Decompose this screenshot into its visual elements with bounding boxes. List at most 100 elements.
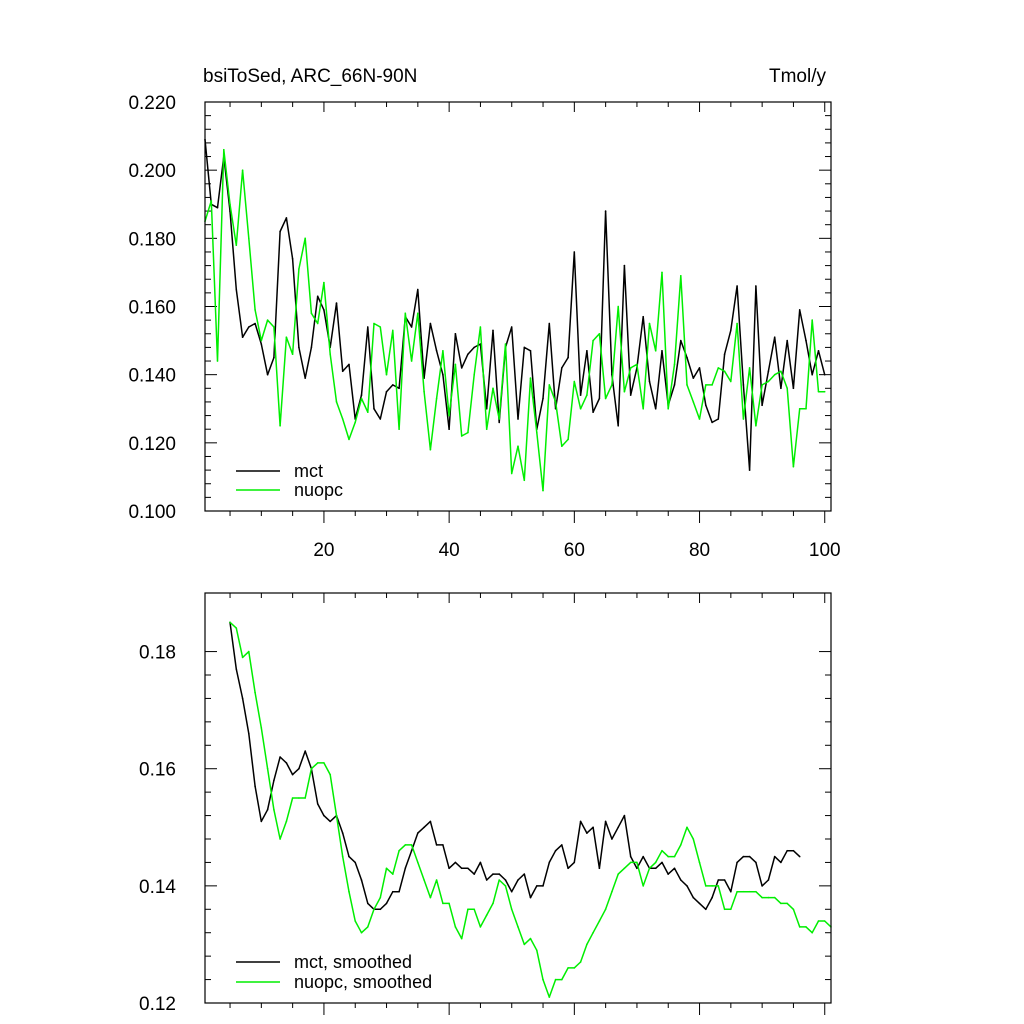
data-point-mct <box>792 387 795 390</box>
data-point-nuopc-smoothed <box>485 914 488 916</box>
data-point-nuopc-smoothed <box>636 861 638 864</box>
data-point-nuopc <box>705 384 707 386</box>
data-point-mct-smoothed <box>767 879 770 881</box>
data-point-mct <box>360 394 363 396</box>
data-point-mct-smoothed <box>385 902 388 905</box>
data-point-mct <box>235 288 238 291</box>
data-point-nuopc-smoothed <box>604 908 607 911</box>
data-point-nuopc <box>348 438 350 441</box>
data-point-mct-smoothed <box>248 732 250 735</box>
y-tick-label: 0.160 <box>128 298 176 319</box>
data-point-nuopc <box>492 387 494 390</box>
data-point-mct-smoothed <box>417 832 419 834</box>
data-point-nuopc <box>780 370 782 373</box>
data-point-mct <box>410 326 413 328</box>
data-point-mct-smoothed <box>460 867 463 870</box>
data-point-mct <box>736 285 738 287</box>
data-point-mct <box>310 346 313 349</box>
panel-title-left: bsiToSed, ARC_66N-90N <box>203 66 417 87</box>
data-point-mct-smoothed <box>798 855 801 858</box>
data-point-nuopc <box>755 425 757 427</box>
data-point-nuopc <box>392 329 394 332</box>
data-point-nuopc-smoothed <box>254 691 256 694</box>
data-point-mct <box>654 408 657 410</box>
data-point-nuopc <box>266 319 269 321</box>
data-point-nuopc-smoothed <box>529 937 532 940</box>
data-point-mct <box>648 380 651 383</box>
data-point-nuopc <box>567 438 569 441</box>
data-point-nuopc <box>498 418 501 420</box>
data-point-mct <box>586 350 588 352</box>
data-point-nuopc <box>629 367 632 369</box>
data-point-mct-smoothed <box>398 890 400 893</box>
y-tick-label: 0.220 <box>128 93 176 114</box>
data-point-nuopc-smoothed <box>454 926 457 928</box>
data-point-nuopc-smoothed <box>598 920 601 922</box>
data-point-mct <box>761 404 763 407</box>
data-point-mct-smoothed <box>473 873 476 875</box>
data-point-nuopc <box>673 363 676 366</box>
data-point-mct-smoothed <box>360 879 363 881</box>
data-point-nuopc <box>523 479 526 482</box>
data-point-nuopc-smoothed <box>686 826 688 829</box>
data-point-nuopc <box>235 244 238 246</box>
raw-timeseries-panel: bsiToSed, ARC_66N-90N Tmol/y 0.1000.1200… <box>128 66 840 561</box>
data-point-mct-smoothed <box>711 896 713 899</box>
data-point-mct-smoothed <box>661 861 663 864</box>
data-point-nuopc <box>786 387 788 390</box>
data-point-mct-smoothed <box>567 867 569 870</box>
data-point-nuopc <box>323 281 325 284</box>
series-lines <box>204 138 826 492</box>
data-point-mct <box>573 251 576 253</box>
data-point-nuopc-smoothed <box>379 896 382 899</box>
data-point-nuopc-smoothed <box>460 937 463 940</box>
data-point-nuopc-smoothed <box>248 650 250 653</box>
data-point-nuopc-smoothed <box>260 726 263 729</box>
data-point-mct <box>316 295 319 298</box>
data-point-nuopc-smoothed <box>711 885 713 887</box>
data-point-mct-smoothed <box>316 803 319 805</box>
data-point-nuopc <box>442 350 444 352</box>
data-point-nuopc <box>592 339 594 342</box>
data-point-mct-smoothed <box>404 867 407 870</box>
data-point-nuopc <box>598 333 601 335</box>
data-point-nuopc-smoothed <box>241 656 244 659</box>
data-point-mct <box>592 411 594 414</box>
data-point-nuopc <box>329 353 332 356</box>
data-point-mct-smoothed <box>367 902 369 905</box>
data-point-mct <box>723 353 726 356</box>
data-point-mct-smoothed <box>423 826 425 829</box>
data-point-mct <box>748 469 751 471</box>
data-point-nuopc <box>341 418 344 420</box>
data-point-mct <box>298 346 300 349</box>
data-point-nuopc-smoothed <box>567 967 569 969</box>
y-tick-label: 0.14 <box>139 877 176 898</box>
data-point-mct <box>442 373 444 376</box>
data-point-mct-smoothed <box>291 773 294 776</box>
data-point-mct-smoothed <box>241 697 244 700</box>
data-point-nuopc <box>291 353 294 356</box>
data-point-nuopc-smoothed <box>310 767 313 770</box>
data-point-mct-smoothed <box>341 832 344 834</box>
data-point-nuopc-smoothed <box>761 896 763 899</box>
data-point-mct-smoothed <box>773 855 776 858</box>
data-point-nuopc <box>435 397 438 400</box>
data-point-nuopc <box>648 322 651 325</box>
x-tick-label: 100 <box>809 540 841 561</box>
data-point-mct-smoothed <box>705 908 707 911</box>
data-point-nuopc <box>730 380 732 383</box>
data-point-mct-smoothed <box>498 873 501 875</box>
data-point-mct <box>548 322 551 325</box>
legend-label-nuopc-smoothed: nuopc, smoothed <box>294 972 432 992</box>
data-point-nuopc-smoothed <box>736 890 738 893</box>
data-point-mct <box>717 418 720 420</box>
data-point-mct-smoothed <box>786 849 788 852</box>
data-point-mct <box>767 370 770 373</box>
data-point-nuopc-smoothed <box>341 855 344 858</box>
data-point-mct <box>730 329 732 332</box>
y-tick-label: 0.120 <box>128 434 176 455</box>
data-point-mct <box>429 322 432 325</box>
data-point-nuopc-smoothed <box>786 902 788 905</box>
data-point-mct <box>417 288 419 291</box>
